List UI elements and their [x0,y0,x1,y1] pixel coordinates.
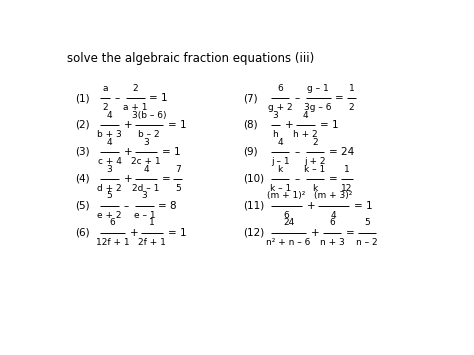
Text: =: = [162,174,170,184]
Text: = 1: = 1 [162,147,180,157]
Text: =: = [346,228,355,238]
Text: 2f + 1: 2f + 1 [138,238,166,247]
Text: =: = [329,174,337,184]
Text: +: + [130,228,138,238]
Text: (m + 1)²: (m + 1)² [267,191,306,201]
Text: 3g – 6: 3g – 6 [304,103,332,113]
Text: (1): (1) [75,93,90,103]
Text: 3: 3 [143,137,149,147]
Text: = 8: = 8 [158,201,177,211]
Text: 1: 1 [149,218,155,228]
Text: +: + [311,228,320,238]
Text: b + 3: b + 3 [97,130,122,140]
Text: 2: 2 [102,103,108,113]
Text: n² + n – 6: n² + n – 6 [266,238,311,247]
Text: 12: 12 [341,184,353,193]
Text: +: + [124,174,132,184]
Text: = 1: = 1 [319,120,338,130]
Text: 1: 1 [348,84,354,93]
Text: 3: 3 [107,164,112,174]
Text: e – 1: e – 1 [134,211,155,220]
Text: k – 1: k – 1 [270,184,291,193]
Text: 4: 4 [331,211,337,220]
Text: 1: 1 [344,164,350,174]
Text: j – 1: j – 1 [271,157,290,166]
Text: 2c + 1: 2c + 1 [131,157,161,166]
Text: (6): (6) [75,228,90,238]
Text: k: k [312,184,318,193]
Text: (9): (9) [243,147,257,157]
Text: –: – [294,147,299,157]
Text: –: – [114,93,119,103]
Text: 4: 4 [107,111,112,120]
Text: (5): (5) [75,201,90,211]
Text: 3: 3 [273,111,278,120]
Text: 4: 4 [107,137,112,147]
Text: 4: 4 [303,111,309,120]
Text: 12f + 1: 12f + 1 [96,238,129,247]
Text: 5: 5 [364,218,370,228]
Text: e + 2: e + 2 [97,211,122,220]
Text: (4): (4) [75,174,90,184]
Text: –: – [294,174,299,184]
Text: (m + 3)²: (m + 3)² [314,191,353,201]
Text: a + 1: a + 1 [123,103,147,113]
Text: solve the algebraic fraction equations (iii): solve the algebraic fraction equations (… [67,52,314,65]
Text: +: + [307,201,315,211]
Text: = 1: = 1 [149,93,168,103]
Text: 3: 3 [142,191,147,201]
Text: 24: 24 [283,218,294,228]
Text: k: k [277,164,283,174]
Text: 2: 2 [348,103,354,113]
Text: (2): (2) [75,120,90,130]
Text: =: = [335,93,344,103]
Text: 5: 5 [175,184,181,193]
Text: 2d – 1: 2d – 1 [132,184,160,193]
Text: k – 1: k – 1 [304,164,326,174]
Text: g – 1: g – 1 [307,84,329,93]
Text: n – 2: n – 2 [356,238,378,247]
Text: j + 2: j + 2 [304,157,326,166]
Text: h: h [273,130,278,140]
Text: +: + [124,147,132,157]
Text: (12): (12) [243,228,264,238]
Text: d + 2: d + 2 [97,184,122,193]
Text: (7): (7) [243,93,257,103]
Text: 4: 4 [143,164,149,174]
Text: = 1: = 1 [354,201,373,211]
Text: 2: 2 [132,84,138,93]
Text: c + 4: c + 4 [98,157,121,166]
Text: a: a [102,84,108,93]
Text: 6: 6 [329,218,335,228]
Text: b – 2: b – 2 [138,130,160,140]
Text: (3): (3) [75,147,90,157]
Text: (8): (8) [243,120,257,130]
Text: 5: 5 [107,191,112,201]
Text: = 1: = 1 [168,120,186,130]
Text: h + 2: h + 2 [293,130,318,140]
Text: (10): (10) [243,174,264,184]
Text: 6: 6 [277,84,283,93]
Text: 3(b – 6): 3(b – 6) [132,111,166,120]
Text: = 24: = 24 [329,147,354,157]
Text: –: – [124,201,129,211]
Text: +: + [124,120,132,130]
Text: (11): (11) [243,201,264,211]
Text: n + 3: n + 3 [319,238,345,247]
Text: 6: 6 [283,211,289,220]
Text: 6: 6 [110,218,116,228]
Text: g + 2: g + 2 [268,103,292,113]
Text: –: – [294,93,299,103]
Text: 2: 2 [312,137,318,147]
Text: 4: 4 [277,137,283,147]
Text: 7: 7 [175,164,181,174]
Text: +: + [285,120,293,130]
Text: = 1: = 1 [168,228,186,238]
